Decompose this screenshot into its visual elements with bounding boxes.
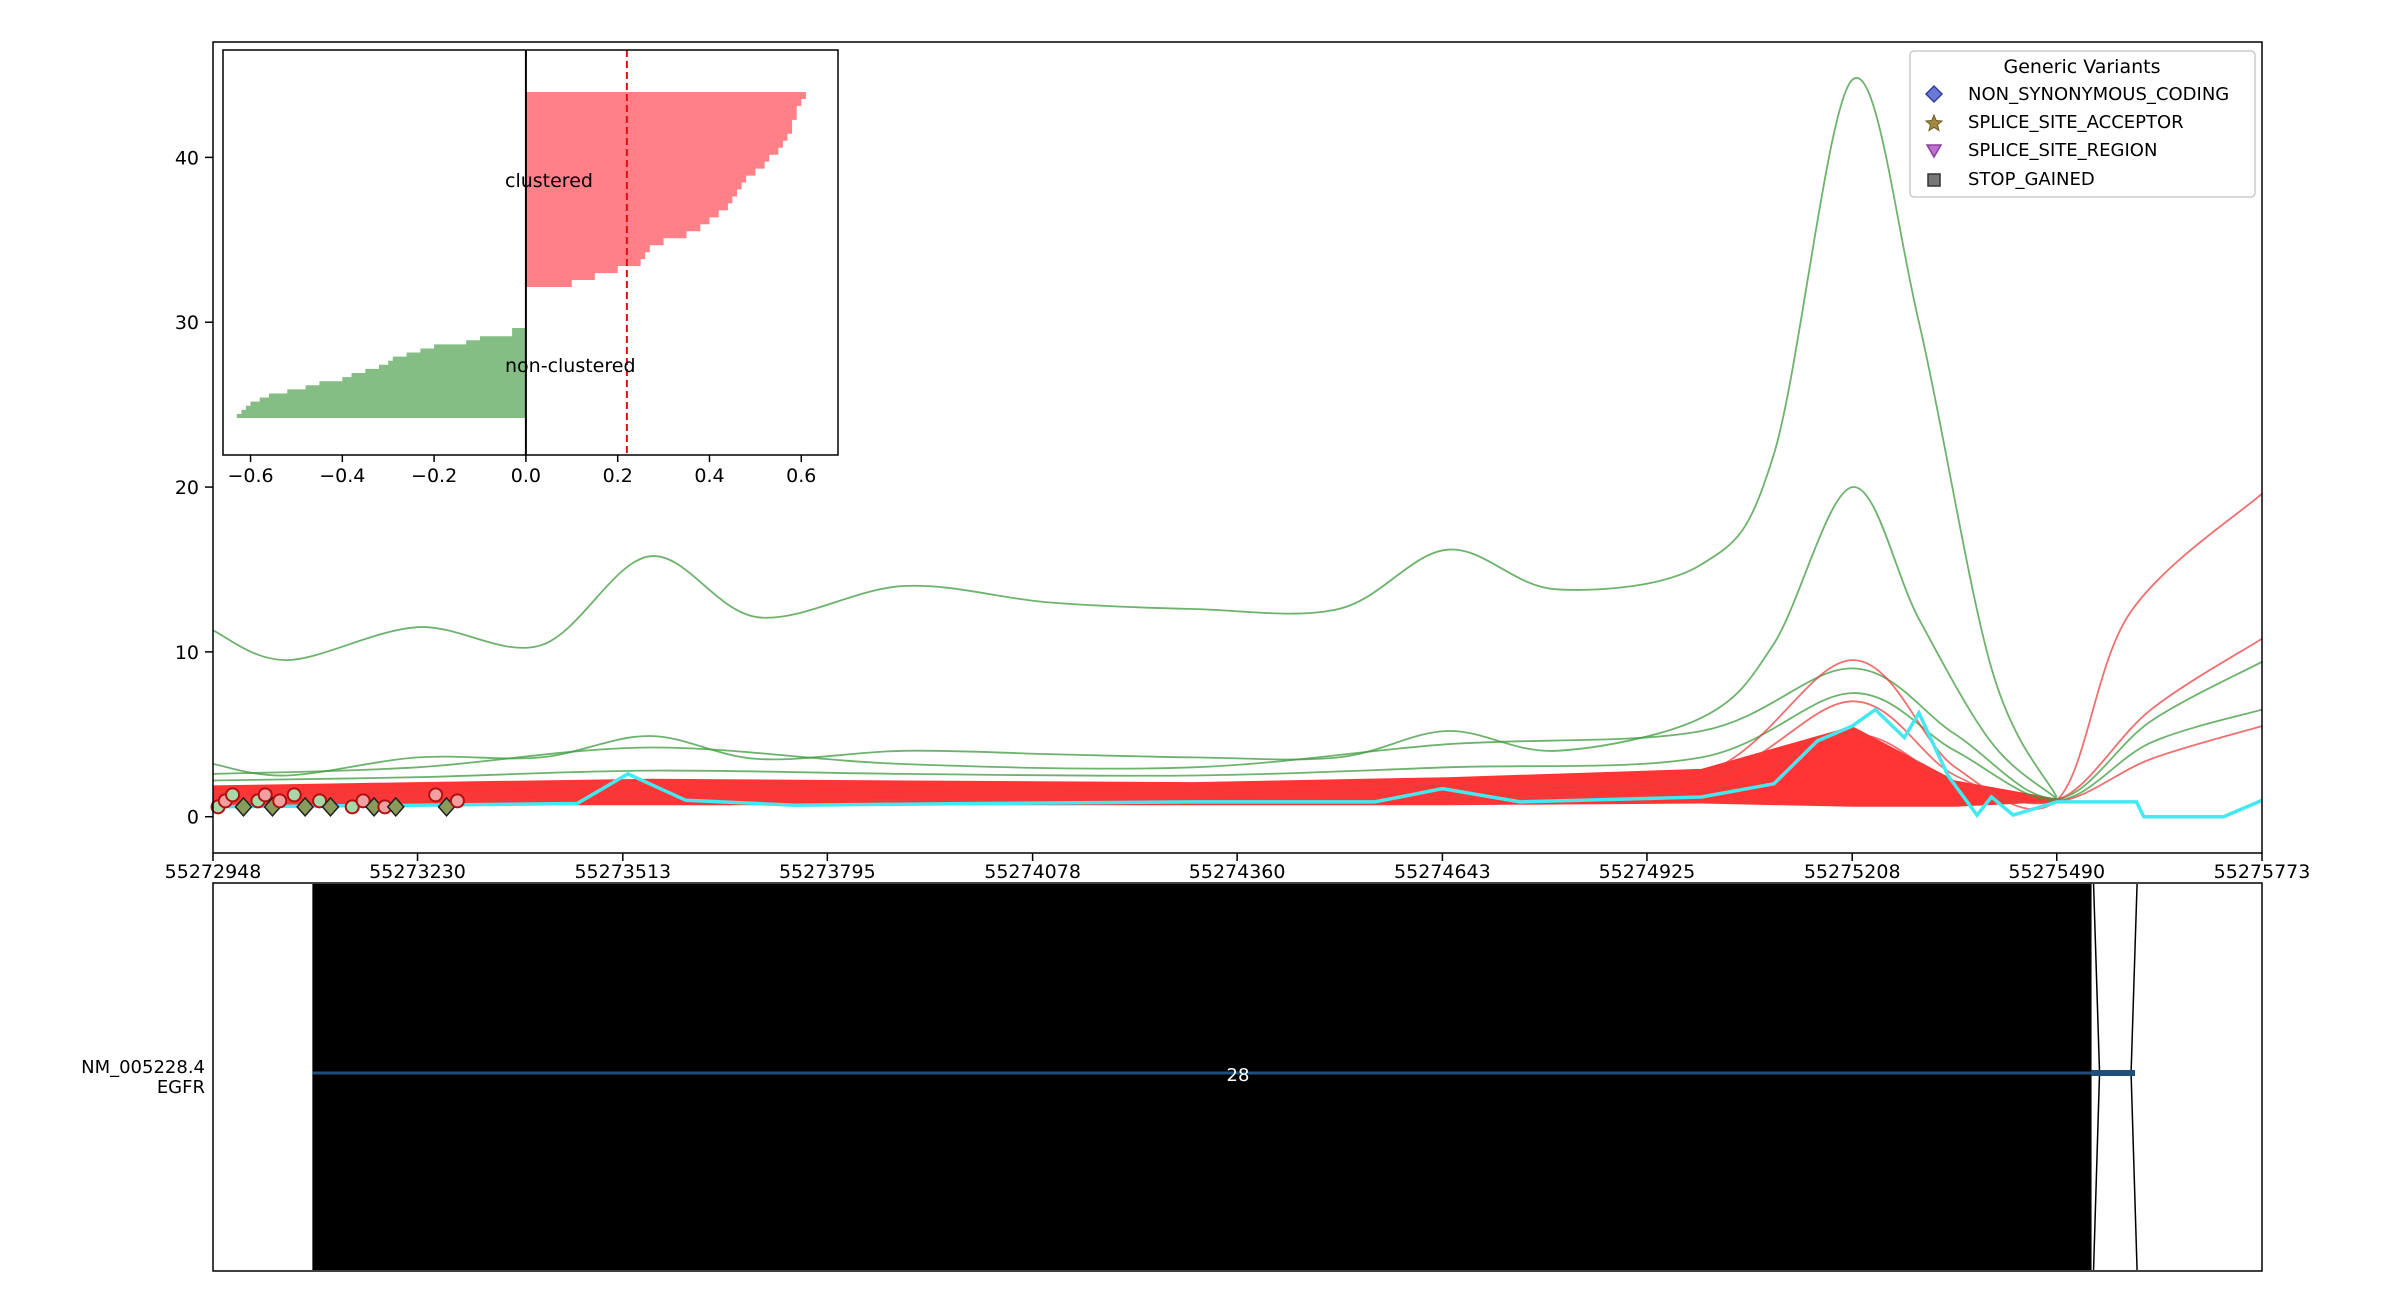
legend-entry-stop-gained: STOP_GAINED	[1927, 169, 2095, 190]
x-tick-label: 55275208	[1804, 861, 1901, 883]
y-tick-label: 40	[175, 147, 199, 169]
variant-marker-circle	[449, 793, 465, 809]
x-tick-label: 55274925	[1599, 861, 1696, 883]
inset-nonclustered-area	[236, 328, 526, 418]
variant-marker-circle	[286, 787, 302, 803]
coverage-y-axis: 0 10 20 30 40	[175, 147, 213, 829]
variant-marker-diamond	[234, 796, 253, 817]
coverage-panel: 0 10 20 30 40 55272948 55273230 55273513 552737…	[165, 41, 2311, 883]
series-line-non-clustered-2	[213, 661, 2262, 800]
y-tick-label: 10	[175, 642, 199, 664]
x-tick-label: 55273230	[369, 861, 466, 883]
legend-entry-non-synonymous-coding: NON_SYNONYMOUS_CODING	[1924, 84, 2229, 105]
inset-x-tick-label: −0.4	[319, 465, 365, 487]
series-line-non-clustered-3	[213, 692, 2262, 802]
inset-x-tick-label: 0.4	[694, 465, 724, 487]
y-tick-label: 20	[175, 477, 199, 499]
clustered-density-band	[213, 726, 2057, 807]
exon-box	[2091, 1070, 2136, 1076]
variant-marker-diamond	[386, 796, 405, 817]
x-tick-label: 55275490	[2008, 861, 2105, 883]
intron-block	[312, 884, 2092, 1270]
x-tick-label: 55275773	[2214, 861, 2311, 883]
legend-label: SPLICE_SITE_REGION	[1968, 140, 2157, 161]
inset-x-tick-label: −0.6	[227, 465, 273, 487]
exon-number-label: 28	[1227, 1065, 1250, 1086]
inset-clustered-area	[525, 92, 806, 287]
transcript-id-label: NM_005228.4	[81, 1057, 205, 1078]
inset-plot-area	[236, 50, 806, 455]
transcript-panel: NM_005228.4 EGFR 28	[81, 882, 2263, 1272]
x-tick-label: 55273795	[779, 861, 876, 883]
gene-label: EGFR	[157, 1077, 205, 1098]
legend-frame	[1909, 50, 2256, 198]
inset-label-non-clustered: non-clustered	[505, 355, 636, 377]
x-tick-label: 55274643	[1394, 861, 1491, 883]
series-line-mean-7	[213, 707, 2262, 819]
star-marker-icon	[1924, 113, 1944, 132]
y-tick-label: 0	[187, 807, 199, 829]
variant-marker-circle	[312, 793, 328, 809]
series-line-clustered-4	[213, 493, 2262, 811]
series-line-non-clustered-0	[213, 77, 2058, 798]
coverage-plot-area	[210, 77, 2262, 819]
legend-entry-splice-site-region: SPLICE_SITE_REGION	[1925, 140, 2157, 161]
variant-marker-circle	[257, 787, 273, 803]
inset-axes-frame	[222, 49, 839, 456]
variants-legend: Generic Variants NON_SYNONYMOUS_CODING S…	[1909, 50, 2256, 198]
inset-x-tick-label: 0.6	[786, 465, 816, 487]
square-marker-icon	[1927, 173, 1941, 187]
legend-title: Generic Variants	[2003, 56, 2160, 78]
variant-marker-circle	[225, 787, 241, 803]
inset-label-clustered: clustered	[505, 170, 593, 192]
x-tick-label: 55274360	[1189, 861, 1286, 883]
inset-x-axis: −0.6 −0.4 −0.2 0.0 0.2 0.4 0.6	[227, 455, 816, 487]
x-tick-label: 55274078	[984, 861, 1081, 883]
coverage-x-axis: 55272948 55273230 55273513 55273795 55274078…	[165, 853, 2311, 883]
inset-x-tick-label: −0.2	[411, 465, 457, 487]
legend-label: STOP_GAINED	[1968, 169, 2095, 190]
legend-label: NON_SYNONYMOUS_CODING	[1968, 84, 2229, 105]
legend-label: SPLICE_SITE_ACCEPTOR	[1968, 112, 2184, 133]
variant-markers	[210, 787, 465, 817]
transcript-track	[312, 883, 2138, 1271]
triangle-down-marker-icon	[1925, 144, 1943, 159]
variant-marker-circle	[272, 793, 288, 809]
series-line-non-clustered-1	[213, 486, 2058, 800]
x-tick-label: 55273513	[574, 861, 671, 883]
legend-entry-splice-site-acceptor: SPLICE_SITE_ACCEPTOR	[1924, 112, 2184, 133]
diamond-marker-icon	[1924, 84, 1944, 104]
inset-x-tick-label: 0.2	[603, 465, 633, 487]
variant-marker-circle	[355, 793, 371, 809]
variant-marker-circle	[428, 787, 444, 803]
y-tick-label: 30	[175, 312, 199, 334]
variant-marker-diamond	[321, 796, 340, 817]
x-tick-label: 55272948	[165, 861, 262, 883]
inset-panel: −0.6 −0.4 −0.2 0.0 0.2 0.4 0.6 clustered non-c…	[222, 49, 839, 487]
inset-x-tick-label: 0.0	[511, 465, 541, 487]
variant-marker-diamond	[296, 796, 315, 817]
